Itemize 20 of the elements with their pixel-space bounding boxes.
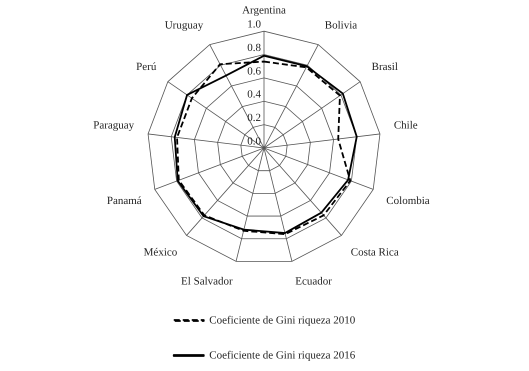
spoke-label: Panamá: [106, 194, 142, 207]
spoke-label: Brasil: [372, 60, 398, 73]
y-tick-label: 0.2: [247, 112, 261, 124]
spoke-label: Perú: [136, 60, 157, 73]
spoke-label: Argentina: [242, 4, 286, 16]
spoke-label: Paraguay: [93, 120, 135, 132]
spoke-label: Costa Rica: [350, 246, 399, 258]
y-tick-label: 0.4: [247, 88, 262, 101]
spoke-label: El Salvador: [181, 275, 234, 288]
spoke-label: Colombia: [386, 194, 430, 207]
spoke-label: Ecuador: [295, 275, 332, 288]
spoke-label: Bolivia: [324, 19, 358, 32]
legend-label: Coeficiente de Gini riqueza 2016: [209, 349, 356, 362]
spoke-label: Uruguay: [164, 19, 204, 32]
legend-label: Coeficiente de Gini riqueza 2010: [209, 314, 356, 326]
y-tick-label: 0.6: [247, 65, 262, 78]
y-tick-label: 1.0: [247, 18, 262, 31]
spoke-label: Chile: [394, 120, 418, 132]
y-tick-label: 0.8: [247, 42, 262, 54]
spoke-label: México: [144, 246, 178, 258]
